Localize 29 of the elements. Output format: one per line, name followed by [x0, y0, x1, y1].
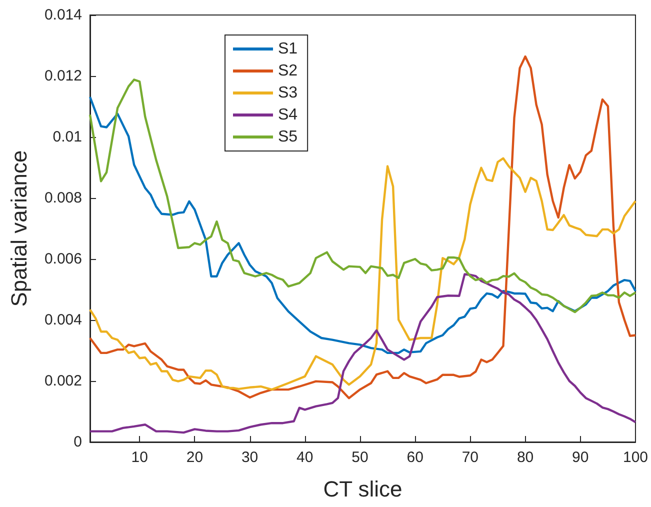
- x-tick-label: 20: [186, 449, 204, 466]
- line-series: [88, 273, 637, 434]
- legend-label: S1: [278, 40, 298, 58]
- line-series: [88, 157, 637, 391]
- y-tick-label: 0.008: [44, 190, 82, 206]
- line-series: [88, 55, 637, 400]
- y-tick-label: 0.014: [44, 6, 82, 24]
- legend-label: S3: [278, 84, 298, 102]
- x-tick-label: 10: [131, 449, 148, 466]
- y-axis-title: Spatial variance: [6, 150, 32, 307]
- y-tick-label: 0.002: [44, 372, 82, 390]
- x-tick-label: 50: [352, 449, 368, 466]
- y-tick-label: 0.006: [44, 250, 82, 268]
- y-tick-label: 0.01: [52, 128, 82, 146]
- x-tick-label: 40: [296, 449, 314, 466]
- line-series: [88, 78, 637, 314]
- y-tick-label: 0.004: [44, 312, 82, 328]
- x-tick-label: 70: [462, 449, 479, 466]
- x-tick-label: 30: [241, 449, 258, 466]
- y-tick-label: 0: [74, 434, 82, 450]
- x-tick-label: 100: [622, 449, 648, 466]
- x-tick-label: 60: [406, 449, 424, 466]
- legend-label: S5: [278, 128, 298, 146]
- legend-label: S4: [278, 106, 298, 124]
- x-tick-label: 90: [572, 449, 589, 466]
- x-tick-label: 80: [516, 449, 534, 466]
- y-tick-label: 0.012: [44, 68, 82, 84]
- x-axis-title: CT slice: [323, 476, 402, 502]
- legend-label: S2: [278, 62, 298, 80]
